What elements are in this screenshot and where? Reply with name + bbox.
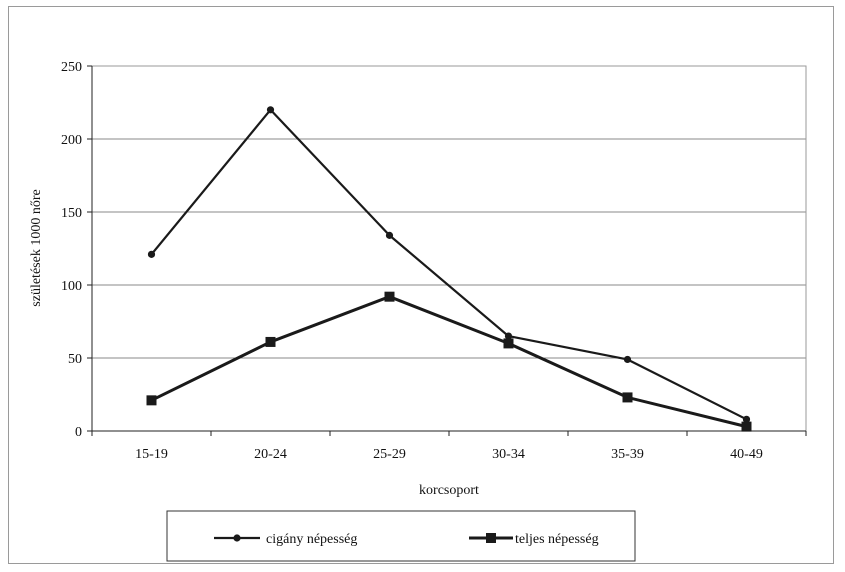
- x-tick-label: 30-34: [492, 447, 525, 462]
- series-line: [150, 295, 747, 429]
- y-tick-label: 250: [61, 60, 82, 75]
- legend-label: teljes népesség: [515, 532, 599, 547]
- y-tick-label: 200: [61, 133, 82, 148]
- legend-label: cigány népesség: [266, 532, 357, 547]
- legend-marker: [486, 533, 496, 543]
- data-point: [147, 250, 156, 258]
- legend-item: cigány népesség: [214, 532, 357, 547]
- data-point: [504, 332, 513, 340]
- data-point: [385, 231, 394, 239]
- y-tick-label: 100: [61, 279, 82, 294]
- legend-box: [166, 510, 636, 562]
- legend-marker: [233, 534, 241, 542]
- data-point: [742, 415, 751, 423]
- y-tick-label: 50: [68, 352, 82, 367]
- legend-item: teljes népesség: [469, 532, 599, 547]
- y-tick-label: 0: [75, 425, 82, 440]
- x-axis-title: korcsoport: [419, 483, 479, 498]
- x-tick-label: 15-19: [135, 447, 168, 462]
- data-point: [623, 355, 632, 364]
- data-point: [266, 106, 275, 114]
- y-axis-title: születések 1000 nőre: [29, 189, 44, 306]
- series-1: [147, 106, 751, 423]
- y-tick-label: 150: [61, 206, 82, 221]
- series-line: [150, 108, 747, 421]
- data-point: [265, 336, 276, 347]
- x-tick-label: 20-24: [254, 447, 287, 462]
- data-point: [503, 338, 514, 349]
- data-point: [622, 392, 633, 403]
- x-tick-label: 35-39: [611, 447, 644, 462]
- data-point: [741, 421, 752, 432]
- x-tick-label: 40-49: [730, 447, 763, 462]
- series-2: [146, 291, 752, 432]
- data-point: [146, 395, 157, 406]
- data-point: [384, 291, 395, 302]
- x-tick-label: 25-29: [373, 447, 406, 462]
